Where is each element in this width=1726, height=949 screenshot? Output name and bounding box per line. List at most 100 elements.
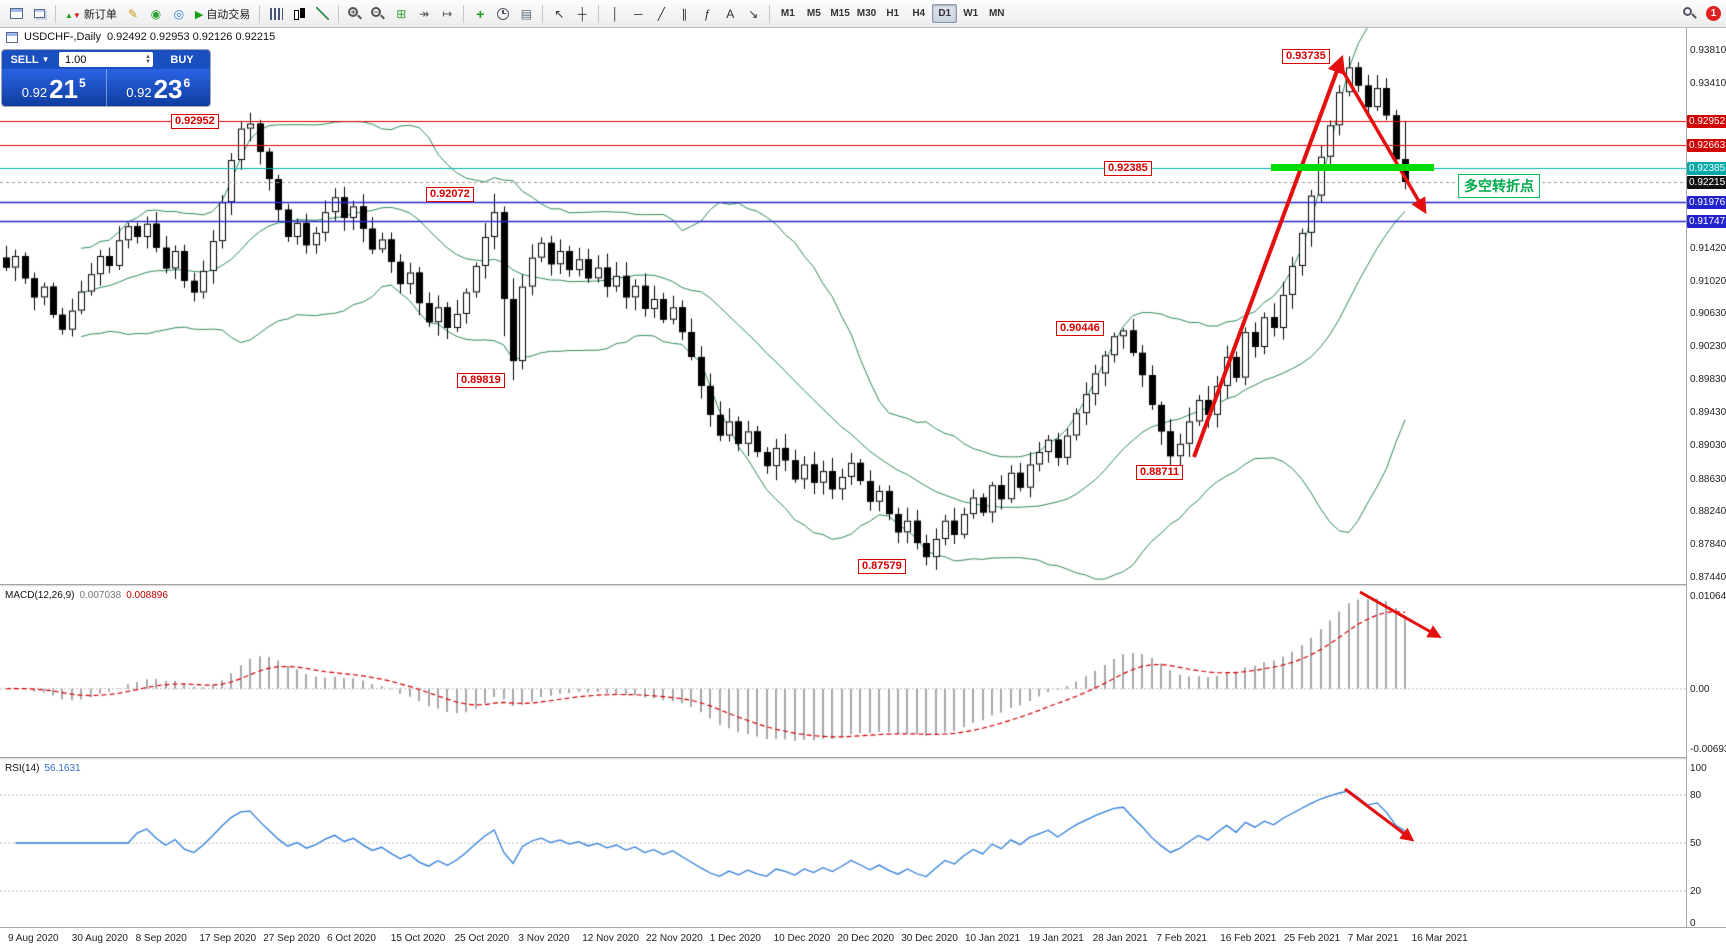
timeframe-m15[interactable]: M15	[830, 8, 850, 19]
notification-badge[interactable]: 1	[1706, 6, 1721, 21]
trendline-icon[interactable]: ╱	[657, 6, 665, 21]
timeframe-m5[interactable]: M5	[806, 8, 821, 19]
time-axis-label: 10 Dec 2020	[773, 933, 831, 944]
fibonacci-icon[interactable]: ƒ	[703, 6, 711, 21]
rsi-axis-label: 50	[1690, 838, 1702, 849]
sell-price-pip: 5	[79, 76, 86, 90]
price-axis-label: 0.92215	[1687, 176, 1726, 189]
one-click-prices: 0.92 21 5 0.92 23 6	[2, 69, 210, 106]
window-list-icon[interactable]	[28, 3, 50, 25]
zoom-in-icon[interactable]	[344, 3, 366, 25]
bar-chart-icon[interactable]	[265, 3, 287, 25]
price-label-annotation[interactable]: 0.93735	[1282, 49, 1330, 64]
timeframe-m30[interactable]: M30	[856, 8, 877, 19]
indicators-icon[interactable]: +	[476, 5, 485, 22]
timeframe-d1[interactable]: D1	[932, 4, 958, 23]
timeframe-m1[interactable]: M1	[780, 8, 795, 19]
text-tool-icon[interactable]: A	[726, 6, 735, 21]
buy-tab[interactable]: BUY	[154, 50, 210, 69]
sell-tab-label: SELL	[10, 53, 39, 66]
price-axis-label: 0.87440	[1690, 572, 1726, 583]
chart-symbol-period: USDCHF-,Daily	[24, 31, 101, 43]
price-axis-label: 0.93410	[1690, 78, 1726, 89]
search-icon	[1682, 6, 1697, 21]
community-icon[interactable]: ◉	[150, 6, 162, 21]
time-axis-label: 16 Feb 2021	[1220, 933, 1277, 944]
time-axis-label: 15 Oct 2020	[390, 933, 446, 944]
chart-window-icon[interactable]	[5, 3, 27, 25]
periods-icon[interactable]	[492, 3, 514, 25]
crosshair-icon[interactable]: ┼	[578, 6, 587, 21]
sell-dropdown-icon[interactable]: ▼	[41, 55, 50, 64]
chart-ohlc-values: 0.92492 0.92953 0.92126 0.92215	[107, 31, 276, 43]
price-label-annotation[interactable]: 0.89819	[457, 373, 505, 388]
timeframe-mn[interactable]: MN	[988, 8, 1005, 19]
price-label-annotation[interactable]: 0.90446	[1056, 321, 1104, 336]
toolbar-separator	[338, 4, 340, 23]
toolbar-separator	[463, 4, 465, 23]
price-axis-label: 0.91020	[1690, 276, 1726, 287]
time-axis-label: 20 Dec 2020	[837, 933, 895, 944]
timeframe-h1[interactable]: H1	[886, 8, 900, 19]
price-axis-label: 0.88630	[1690, 474, 1726, 485]
window-list-icon	[33, 9, 45, 18]
tile-windows-icon[interactable]: ⊞	[396, 6, 407, 21]
support-zone-line[interactable]	[1271, 164, 1434, 171]
one-click-trading-panel: SELL ▼ 1.00 ▲ ▼ BUY 0.92 21 5 0.92	[2, 50, 210, 106]
zoom-out-icon[interactable]	[367, 3, 389, 25]
buy-tab-label: BUY	[170, 53, 194, 66]
toolbar-separator	[542, 4, 544, 23]
lot-up-icon: ▲	[145, 53, 151, 60]
horizontal-line-icon[interactable]: ─	[634, 6, 643, 21]
time-axis-label: 7 Mar 2021	[1347, 933, 1399, 944]
price-label-annotation[interactable]: 0.92385	[1104, 161, 1152, 176]
timeframe-h4[interactable]: H4	[912, 8, 926, 19]
metaeditor-icon[interactable]: ✎	[127, 6, 138, 21]
turning-point-note[interactable]: 多空转折点	[1458, 174, 1540, 198]
vertical-line-icon[interactable]: │	[611, 6, 620, 21]
time-axis-label: 30 Dec 2020	[901, 933, 958, 944]
buy-price-pip: 6	[183, 76, 191, 90]
buy-button[interactable]: 0.92 23 6	[107, 69, 211, 106]
rsi-axis-label: 80	[1690, 790, 1702, 801]
panel-divider-macd[interactable]	[0, 584, 1686, 587]
arrows-tool-icon[interactable]: ↘	[748, 6, 759, 21]
templates-icon[interactable]: ▤	[520, 6, 532, 21]
time-axis-label: 30 Aug 2020	[71, 933, 128, 944]
time-axis-label: 9 Aug 2020	[8, 933, 59, 944]
lot-size-input[interactable]: 1.00 ▲ ▼	[59, 52, 153, 67]
candlestick-chart-icon[interactable]	[288, 3, 310, 25]
search-button[interactable]	[1678, 3, 1701, 25]
timeframe-w1[interactable]: W1	[963, 8, 979, 19]
autotrading-button[interactable]: 自动交易	[191, 3, 254, 25]
cursor-icon[interactable]: ↖	[554, 6, 565, 21]
price-label-annotation[interactable]: 0.87579	[858, 559, 906, 574]
lot-spinner[interactable]: ▲ ▼	[145, 53, 151, 65]
chart-shift-icon[interactable]: ↦	[442, 6, 453, 21]
sell-tab[interactable]: SELL ▼	[2, 50, 58, 69]
macd-signal-value: 0.008896	[126, 590, 168, 601]
autotrading-button	[195, 7, 203, 21]
sell-button[interactable]: 0.92 21 5	[2, 69, 107, 106]
macd-indicator-title: MACD(12,26,9) 0.007038 0.008896	[5, 590, 168, 601]
time-axis[interactable]: 9 Aug 2020 30 Aug 2020 8 Sep 2020 17 Sep 20…	[0, 927, 1726, 949]
time-axis-label: 12 Nov 2020	[582, 933, 639, 944]
chart-area: USDCHF-,Daily 0.92492 0.92953 0.92126 0.…	[0, 28, 1726, 949]
rsi-indicator-title: RSI(14) 56.1631	[5, 763, 81, 774]
line-chart-icon[interactable]	[311, 3, 333, 25]
price-axis-label: 0.93810	[1690, 45, 1726, 56]
panel-divider-rsi[interactable]	[0, 757, 1686, 760]
price-axis-label: 0.91420	[1690, 243, 1726, 254]
auto-scroll-icon[interactable]: ↠	[419, 6, 430, 21]
macd-axis-label: -0.006934	[1690, 744, 1726, 755]
market-watch-icon[interactable]: ◎	[173, 6, 185, 21]
price-label-annotation[interactable]: 0.92072	[426, 187, 474, 202]
channel-icon[interactable]: ∥	[681, 6, 688, 21]
price-label-annotation[interactable]: 0.92952	[171, 114, 219, 129]
time-axis-label: 19 Jan 2021	[1028, 933, 1084, 944]
price-label-annotation[interactable]: 0.88711	[1136, 465, 1184, 480]
new-order-button[interactable]: 新订单	[61, 3, 121, 25]
time-axis-label: 27 Sep 2020	[263, 933, 320, 944]
rsi-axis-label: 20	[1690, 886, 1702, 897]
